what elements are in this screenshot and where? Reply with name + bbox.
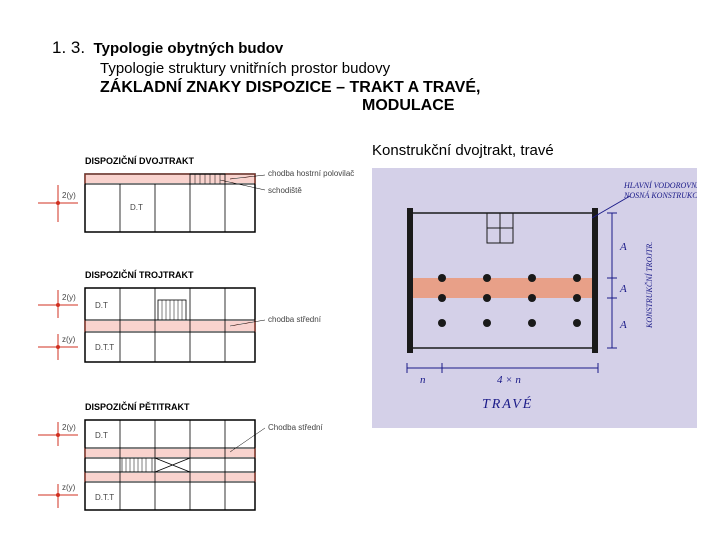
trave-band	[407, 278, 597, 298]
trave-label: TRAVÉ	[482, 395, 533, 412]
d1-note1: chodba hostrní polovilač	[268, 169, 354, 178]
title-line-2: Typologie struktury vnitřních prostor bu…	[100, 60, 700, 77]
right-diagram-svg: A A A n 4 × n TRAVÉ HLAVNÍ VODOROVNÁ NOS…	[372, 168, 697, 428]
right-note2: NOSNÁ KONSTRUKCE	[623, 190, 697, 200]
d1-outline	[85, 174, 255, 232]
right-subtitle: Konstrukční dvojtrakt, travé	[372, 142, 554, 159]
title-line-3: ZÁKLADNÍ ZNAKY DISPOZICE – TRAKT A TRAVÉ…	[100, 79, 700, 97]
d2-side2: z(y)	[62, 335, 76, 344]
dim-n: n	[420, 374, 426, 386]
left-wall	[407, 208, 413, 353]
left-diagrams-svg: DISPOZIČNÍ DVOJTRAKT chodba hostrní polo…	[30, 150, 360, 530]
title-line-1: Typologie obytných budov	[94, 40, 284, 57]
right-note1: HLAVNÍ VODOROVNÁ	[623, 180, 697, 190]
d1-title: DISPOZIČNÍ DVOJTRAKT	[85, 155, 195, 166]
d3-note1: Chodba střední	[268, 423, 323, 432]
d3-title: DISPOZIČNÍ PĚTITRAKT	[85, 401, 190, 412]
d2-marker1: D.T	[95, 301, 108, 310]
d2-side1: 2(y)	[62, 293, 76, 302]
d1-note2: schodiště	[268, 186, 302, 195]
d2-title: DISPOZIČNÍ TROJTRAKT	[85, 269, 194, 280]
d3-side2: z(y)	[62, 483, 76, 492]
d2-marker2: D.T.T	[95, 343, 114, 352]
section-number: 1. 3.	[52, 38, 85, 57]
d1-side: 2(y)	[62, 191, 76, 200]
title-line-4: MODULACE	[362, 97, 700, 115]
dim-a-2: A	[619, 283, 627, 295]
dim-4n: 4 × n	[497, 374, 521, 386]
dim-a-1: A	[619, 241, 627, 253]
d1-marker: D.T	[130, 203, 143, 212]
right-side-label: KONSTRUKČNÍ TROJTR.	[644, 242, 654, 329]
right-diagram-panel: A A A n 4 × n TRAVÉ HLAVNÍ VODOROVNÁ NOS…	[372, 168, 697, 428]
d3-marker2: D.T.T	[95, 493, 114, 502]
d2-note1: chodba střední	[268, 315, 322, 324]
d3-side1: 2(y)	[62, 423, 76, 432]
right-wall	[592, 208, 598, 353]
dim-a-3: A	[619, 319, 627, 331]
left-diagrams-panel: DISPOZIČNÍ DVOJTRAKT chodba hostrní polo…	[30, 150, 360, 530]
d1-band	[85, 174, 255, 184]
d3-marker1: D.T	[95, 431, 108, 440]
